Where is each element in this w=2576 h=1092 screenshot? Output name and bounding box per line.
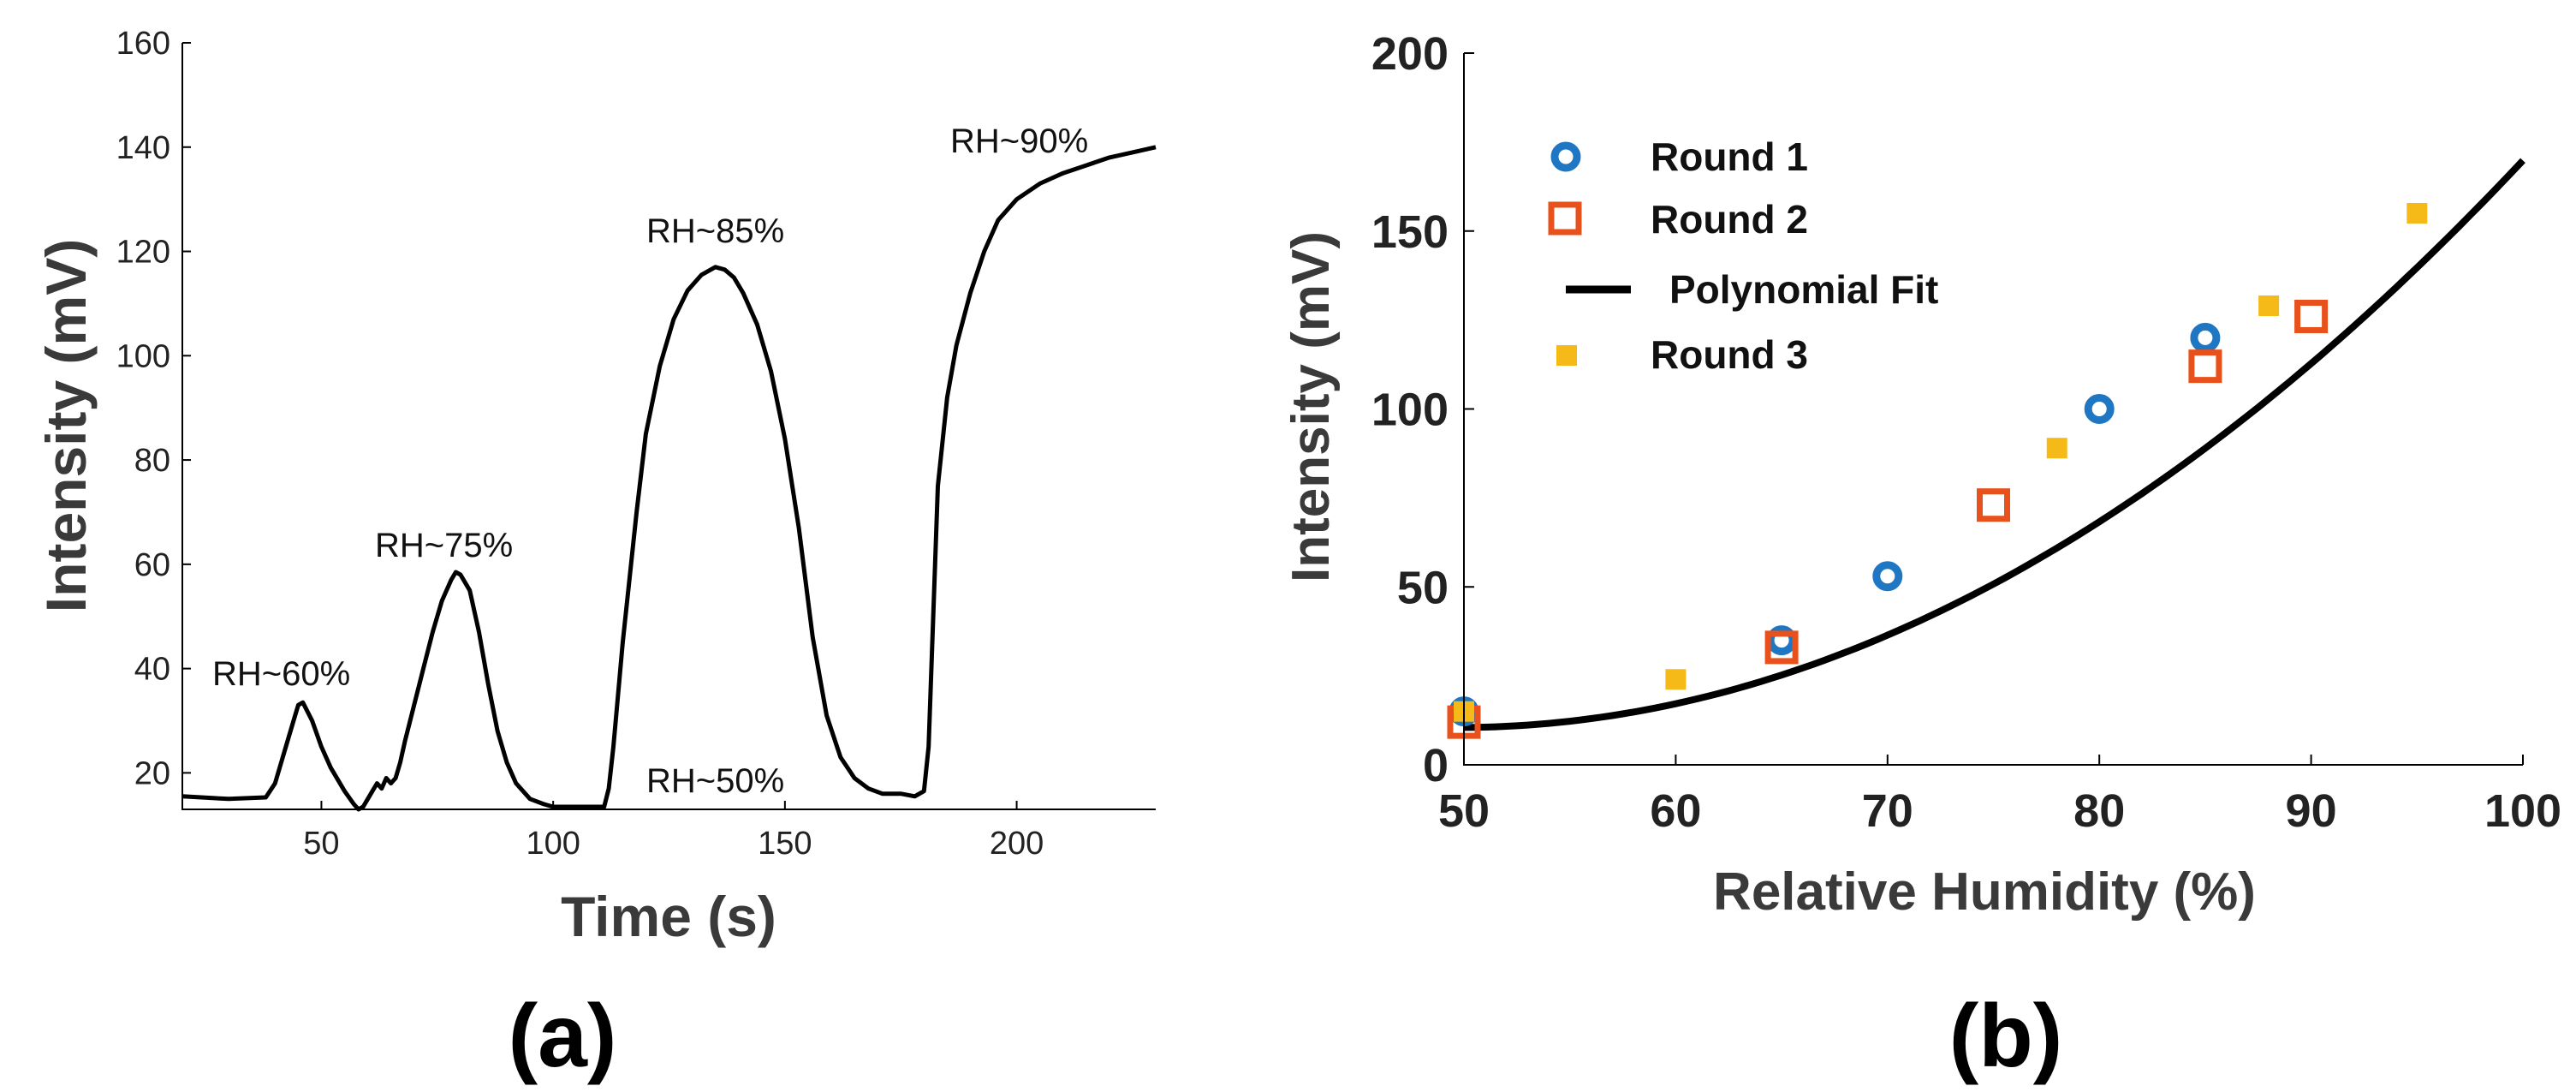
chart-a-ytick-label: 40 — [134, 652, 170, 688]
chart-b-xtick-label: 50 — [1438, 785, 1490, 837]
chart-a-xtick-label: 100 — [526, 826, 580, 862]
annotation-rh60: RH~60% — [212, 655, 350, 693]
round1-point — [1872, 561, 1903, 592]
annotation-rh75: RH~75% — [375, 527, 513, 564]
round3-point — [2046, 438, 2067, 459]
round2-point — [1764, 630, 1799, 665]
round2-point — [1977, 488, 2010, 522]
chart-a-xtick-label: 150 — [758, 826, 812, 862]
chart-b-xlabel: Relative Humidity (%) — [1713, 862, 2256, 922]
chart-a-ytick-label: 20 — [134, 755, 170, 791]
round3-point — [2258, 295, 2280, 317]
chart-a-ytick-label: 100 — [116, 338, 170, 374]
chart-b-ytick-label: 100 — [1371, 385, 1449, 436]
annotation-rh90: RH~90% — [950, 122, 1088, 160]
chart-b-xtick-label: 100 — [2484, 785, 2561, 837]
chart-b-xtick-label: 60 — [1650, 785, 1701, 837]
chart-a-frame — [181, 43, 1156, 810]
round2-point — [2188, 349, 2222, 384]
chart-a-xlabel: Time (s) — [561, 885, 776, 948]
round1-point — [2084, 394, 2115, 424]
chart-a: 50 100 150 200 20 40 60 80 100 120 140 160 Intensit… — [34, 26, 1157, 1086]
chart-a-xtick-label: 200 — [990, 826, 1044, 862]
chart-a-ytick-label: 80 — [134, 443, 170, 479]
round1-point — [2190, 322, 2221, 353]
chart-a-xtick-label: 50 — [303, 826, 339, 862]
chart-a-ytick-label: 160 — [116, 26, 170, 62]
chart-b-ytick-label: 0 — [1423, 740, 1449, 791]
legend-label-round1: Round 1 — [1651, 134, 1808, 179]
legend-label-round3: Round 3 — [1651, 332, 1808, 377]
chart-a-ylabel: Intensity (mV) — [34, 239, 98, 612]
round3-point — [1665, 669, 1687, 690]
legend-label-polyfit: Polynomial Fit — [1669, 267, 1938, 312]
chart-a-series-line — [181, 145, 1157, 812]
annotation-rh50: RH~50% — [646, 762, 784, 800]
chart-b-ytick-label: 50 — [1397, 562, 1449, 613]
chart-b-xtick-label: 90 — [2286, 785, 2337, 837]
chart-a-ytick-label: 60 — [134, 547, 170, 583]
annotation-rh85: RH~85% — [646, 212, 784, 250]
chart-a-ytick-label: 120 — [116, 235, 170, 271]
chart-b-ylabel: Intensity (mV) — [1282, 231, 1341, 582]
round2-point — [2294, 299, 2329, 333]
legend-label-round2: Round 2 — [1651, 197, 1808, 242]
panel-label-a: (a) — [508, 987, 616, 1086]
chart-b-xtick-label: 70 — [1862, 785, 1913, 837]
legend-marker-round2 — [1548, 201, 1582, 236]
chart-b-legend: Round 1 Round 2 Polynomial Fit Round 3 — [1548, 134, 1938, 377]
panel-label-b: (b) — [1949, 987, 2063, 1086]
chart-b-ytick-label: 150 — [1371, 206, 1449, 258]
legend-marker-round3 — [1556, 345, 1577, 366]
chart-b-ytick-label: 200 — [1371, 28, 1449, 80]
chart-b-frame — [1463, 53, 2523, 766]
legend-marker-round1 — [1550, 141, 1581, 172]
round3-point — [2406, 202, 2428, 224]
chart-a-ytick-label: 140 — [116, 130, 170, 166]
chart-b-xtick-label: 80 — [2073, 785, 2125, 837]
polynomial-fit-line — [1463, 158, 2525, 731]
